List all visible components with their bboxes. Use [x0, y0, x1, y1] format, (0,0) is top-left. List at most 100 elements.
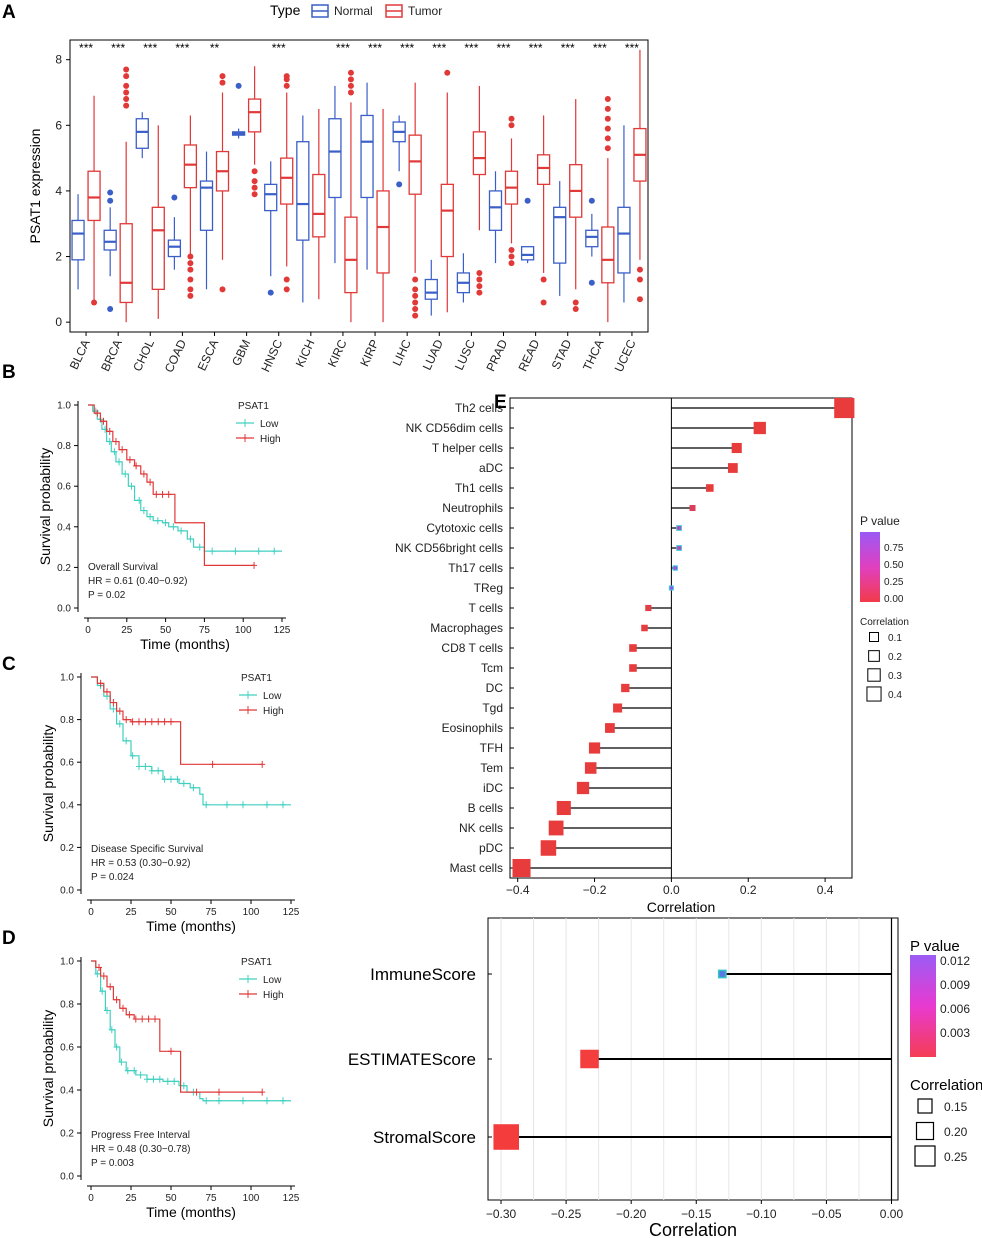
censor-mark-low — [108, 1026, 115, 1034]
y-tick-label-nk-cd56bright-cells: NK CD56bright cells — [395, 541, 503, 555]
x-tick-label: −0.15 — [681, 1207, 712, 1221]
box-tumor-thca — [601, 96, 615, 323]
y-tick-label-tcm: Tcm — [481, 661, 503, 675]
box-tumor-hnsc — [280, 73, 294, 293]
censor-mark-low — [216, 1097, 222, 1105]
size-tick-label: 0.20 — [944, 1125, 968, 1139]
censor-mark-high — [120, 1004, 126, 1012]
panel-label-c: C — [2, 654, 16, 675]
significance-label: *** — [496, 41, 510, 55]
y-tick-label-pdc: pDC — [479, 841, 503, 855]
outlier-point — [107, 306, 114, 313]
km-annotation: Overall Survival — [88, 562, 158, 573]
significance-label: *** — [272, 41, 286, 55]
censor-mark-low — [264, 1097, 270, 1105]
x-tick-label: 0.0 — [663, 883, 680, 897]
x-tick-label: 125 — [283, 907, 300, 918]
outlier-point — [347, 69, 354, 76]
box — [247, 98, 262, 133]
x-tick-label: 25 — [121, 625, 133, 636]
outlier-point — [524, 197, 531, 204]
pvalue-tick-label: 0.006 — [940, 1002, 970, 1016]
censor-mark-low — [131, 1067, 138, 1075]
y-tick-label: 0.0 — [60, 886, 74, 897]
pvalue-tick-label: 0.00 — [884, 594, 904, 605]
survival-curve-low — [91, 676, 291, 806]
outlier-point — [636, 276, 643, 283]
outlier-point — [187, 260, 194, 267]
censor-mark-low — [148, 767, 155, 775]
box-normal-lihc — [392, 115, 406, 188]
size-key — [917, 1098, 933, 1114]
x-tick-label-esca: ESCA — [195, 337, 222, 373]
outlier-point — [604, 115, 611, 122]
censor-mark-low — [94, 970, 101, 978]
censor-mark-low — [161, 775, 168, 783]
censor-mark-low — [171, 1077, 178, 1085]
censor-mark-low — [240, 1097, 246, 1105]
survival-curve-high — [88, 404, 255, 566]
box-normal-blca — [71, 194, 85, 290]
censor-mark-low — [136, 496, 143, 504]
y-tick-label-adc: aDC — [479, 461, 503, 475]
lollipop-point — [621, 683, 630, 693]
y-tick-label: 0.4 — [60, 800, 74, 811]
box-tumor-read — [536, 115, 551, 306]
size-tick-label: 0.25 — [944, 1150, 968, 1164]
x-tick-label: −0.4 — [506, 883, 530, 897]
lollipop-point — [556, 800, 571, 816]
box-normal-kirc — [328, 85, 342, 264]
censor-mark-high — [168, 718, 174, 726]
x-axis-title: Time (months) — [140, 636, 230, 652]
lollipop-point — [576, 781, 590, 795]
lollipop-point — [717, 969, 727, 979]
x-axis-title: Correlation — [647, 899, 715, 915]
censor-mark-low — [203, 801, 210, 809]
x-tick-label-luad: LUAD — [420, 337, 446, 372]
censor-mark-low — [203, 1097, 210, 1105]
box-tumor-brca — [119, 66, 133, 323]
x-tick-label: 0 — [85, 625, 91, 636]
x-tick-label-stad: STAD — [549, 337, 575, 371]
lollipop-point — [645, 604, 652, 612]
box-tumor-ucec — [633, 49, 647, 303]
box-normal-prad — [488, 171, 503, 264]
pvalue-tick-label: 0.012 — [940, 954, 970, 968]
lollipop-point — [676, 545, 682, 551]
x-tick-label-blca: BLCA — [67, 337, 93, 371]
y-tick-label: 0.6 — [60, 1043, 74, 1054]
significance-label: *** — [79, 41, 93, 55]
outlier-point — [187, 276, 194, 283]
outlier-point — [123, 66, 130, 73]
km-plot-disease-specific: 0.0 0.2 0.4 0.6 0.8 1.0 0 25 50 75 100 125 Time (mon… — [40, 673, 300, 935]
censor-mark-high — [123, 716, 130, 724]
box — [87, 170, 101, 222]
x-tick-label: 125 — [274, 625, 291, 636]
box — [488, 190, 503, 231]
lollipop-point — [512, 858, 531, 878]
y-tick-label: 0.0 — [57, 604, 71, 615]
size-key — [868, 650, 880, 662]
significance-label: *** — [625, 41, 639, 55]
censor-mark-low — [180, 780, 187, 787]
censor-mark-high — [139, 1015, 146, 1023]
box — [472, 131, 487, 176]
box-normal-lusc — [456, 253, 471, 303]
significance-label: ** — [210, 41, 220, 55]
censor-mark-high — [133, 462, 140, 470]
legend-label-high: High — [263, 706, 284, 717]
pvalue-tick-label: 0.75 — [884, 543, 904, 554]
outlier-point — [283, 73, 290, 80]
outlier-point — [251, 178, 258, 185]
plot-frame — [69, 39, 649, 333]
censor-mark-high — [155, 718, 162, 726]
lollipop-point — [834, 397, 855, 419]
box-normal-kich — [296, 115, 310, 303]
x-tick-label-gbm: GBM — [229, 337, 253, 368]
legend-title: PSAT1 — [241, 957, 272, 968]
censor-mark-high — [97, 679, 104, 687]
outlier-point — [412, 286, 419, 293]
outlier-point — [508, 246, 515, 253]
censor-mark-high — [216, 1088, 222, 1096]
outlier-point — [251, 184, 258, 191]
